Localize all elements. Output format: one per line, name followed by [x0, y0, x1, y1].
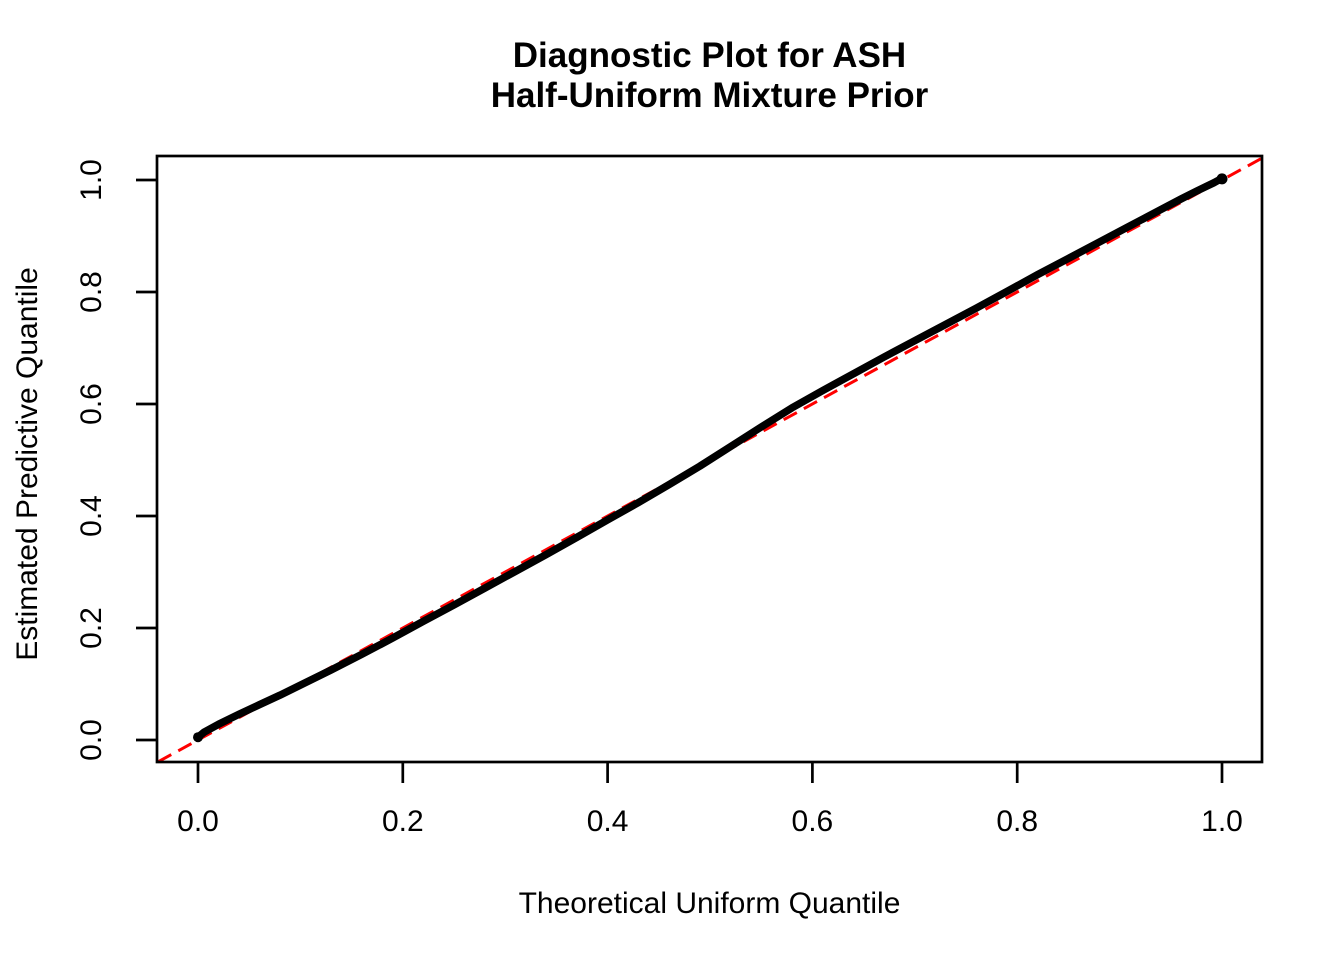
y-tick-label: 1.0 — [75, 159, 108, 201]
x-tick-label: 0.4 — [586, 805, 629, 838]
y-tick-label: 0.4 — [75, 495, 108, 537]
y-axis-label: Estimated Predictive Quantile — [11, 267, 44, 661]
plot-box — [155, 154, 1264, 764]
x-tick-label: 0.0 — [177, 805, 219, 838]
x-tick-label: 0.2 — [381, 805, 424, 838]
x-tick-label: 1.0 — [1201, 805, 1243, 838]
qq-curve — [194, 175, 1226, 741]
chart-title-line2: Half-Uniform Mixture Prior — [490, 76, 929, 115]
x-tick-label: 0.6 — [791, 805, 834, 838]
chart-title: Diagnostic Plot for ASH Half-Uniform Mix… — [157, 36, 1262, 116]
x-tick-label: 0.8 — [996, 805, 1039, 838]
chart-title-line1: Diagnostic Plot for ASH — [512, 36, 907, 75]
y-tick-label: 0.2 — [75, 607, 108, 649]
qq-curve-end-blob — [1216, 173, 1228, 185]
y-tick-label: 0.0 — [75, 719, 108, 761]
qq-curve-start-blob — [193, 732, 203, 743]
x-axis-label: Theoretical Uniform Quantile — [518, 887, 901, 920]
y-tick-label: 0.8 — [75, 271, 108, 313]
y-tick-label: 0.6 — [75, 383, 108, 425]
